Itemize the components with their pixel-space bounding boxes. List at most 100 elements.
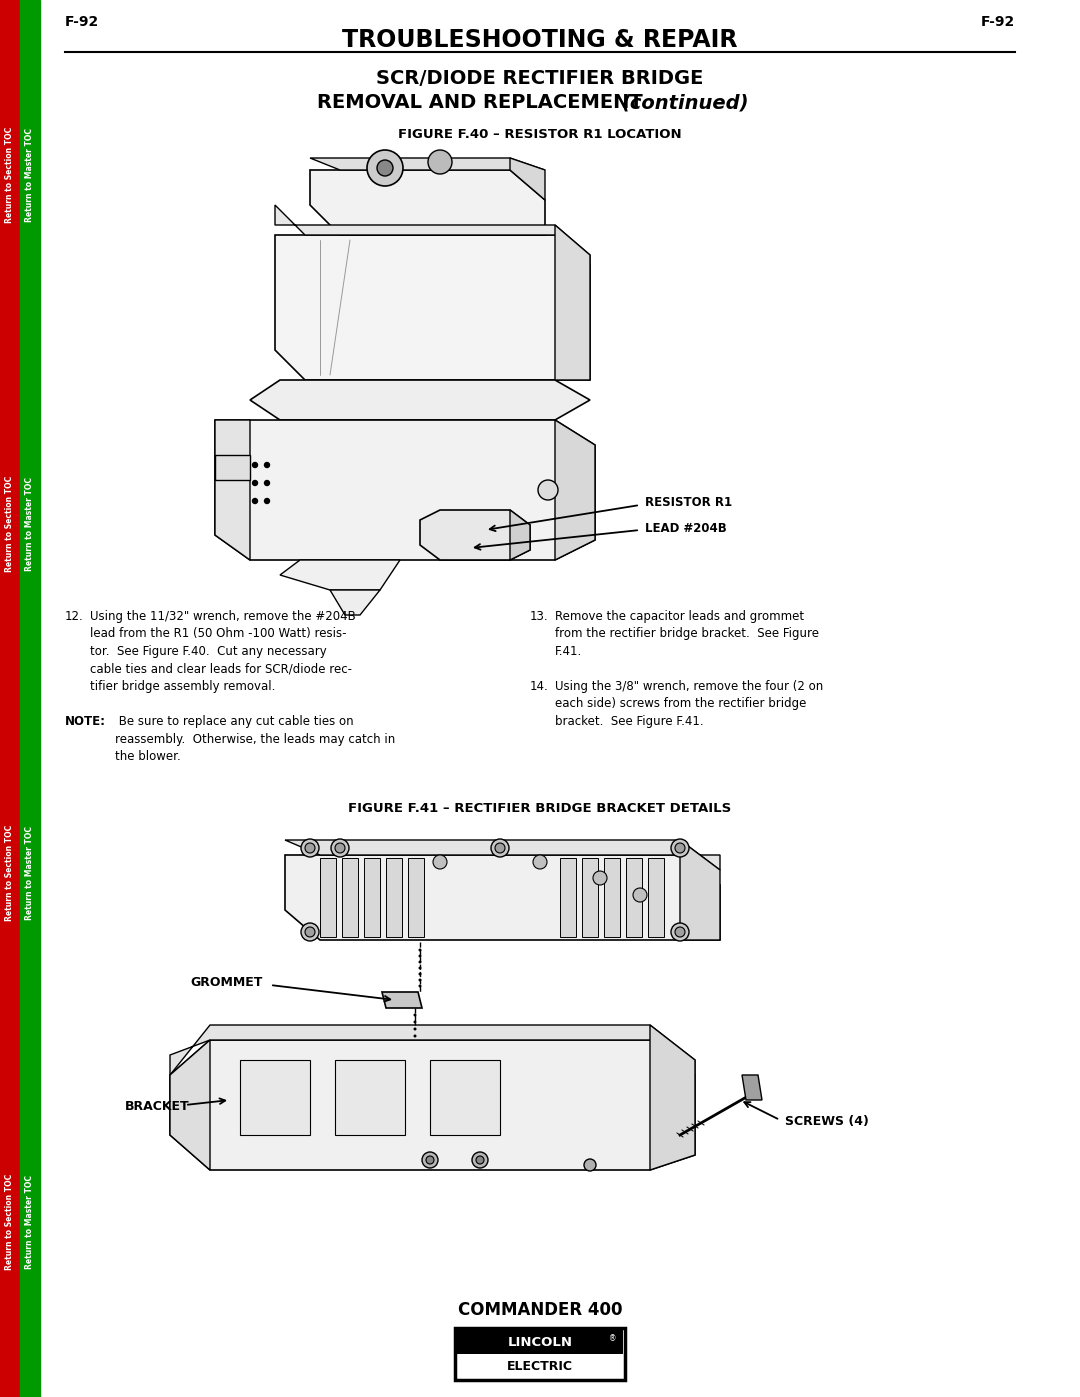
Circle shape [265, 499, 270, 503]
Circle shape [419, 949, 421, 951]
Text: Return to Section TOC: Return to Section TOC [5, 1175, 14, 1270]
Circle shape [253, 499, 257, 503]
Circle shape [472, 1153, 488, 1168]
Circle shape [584, 1160, 596, 1171]
Circle shape [495, 842, 505, 854]
Circle shape [253, 481, 257, 486]
Polygon shape [604, 858, 620, 937]
Text: ®: ® [609, 1334, 617, 1343]
Polygon shape [285, 840, 720, 870]
Circle shape [377, 161, 393, 176]
Circle shape [426, 1155, 434, 1164]
Polygon shape [249, 380, 590, 420]
Circle shape [419, 967, 421, 970]
Text: Return to Master TOC: Return to Master TOC [26, 826, 35, 921]
Polygon shape [215, 420, 595, 560]
Polygon shape [330, 590, 380, 615]
Text: F-92: F-92 [65, 15, 99, 29]
Polygon shape [582, 858, 598, 937]
Polygon shape [555, 420, 595, 560]
Text: SCR/DIODE RECTIFIER BRIDGE: SCR/DIODE RECTIFIER BRIDGE [376, 68, 704, 88]
Circle shape [671, 840, 689, 856]
Text: NOTE:: NOTE: [65, 715, 106, 728]
Text: Return to Section TOC: Return to Section TOC [5, 476, 14, 571]
Polygon shape [510, 158, 545, 200]
Text: F-92: F-92 [981, 15, 1015, 29]
Polygon shape [285, 855, 720, 940]
Polygon shape [510, 510, 530, 560]
Text: 14.: 14. [530, 680, 549, 693]
Circle shape [414, 1013, 417, 1017]
Circle shape [476, 1155, 484, 1164]
Text: TROUBLESHOOTING & REPAIR: TROUBLESHOOTING & REPAIR [342, 28, 738, 52]
Polygon shape [170, 1039, 696, 1171]
Circle shape [419, 972, 421, 975]
Text: Using the 11/32" wrench, remove the #204B
lead from the R1 (50 Ohm -100 Watt) re: Using the 11/32" wrench, remove the #204… [90, 610, 355, 693]
Circle shape [633, 888, 647, 902]
Polygon shape [742, 1076, 762, 1099]
Circle shape [422, 1153, 438, 1168]
Circle shape [419, 954, 421, 957]
Polygon shape [275, 205, 590, 265]
Polygon shape [626, 858, 642, 937]
Polygon shape [215, 455, 249, 481]
Polygon shape [420, 510, 530, 560]
Circle shape [419, 978, 421, 982]
Polygon shape [240, 1060, 310, 1134]
Text: Return to Master TOC: Return to Master TOC [26, 476, 35, 571]
Circle shape [253, 462, 257, 468]
Polygon shape [648, 858, 664, 937]
Text: Return to Master TOC: Return to Master TOC [26, 1175, 35, 1270]
Polygon shape [280, 560, 400, 590]
Circle shape [491, 840, 509, 856]
Bar [457, 1330, 623, 1354]
Text: Using the 3/8" wrench, remove the four (2 on
each side) screws from the rectifie: Using the 3/8" wrench, remove the four (… [555, 680, 823, 728]
Text: Return to Section TOC: Return to Section TOC [5, 127, 14, 222]
Polygon shape [386, 858, 402, 937]
Text: FIGURE F.40 – RESISTOR R1 LOCATION: FIGURE F.40 – RESISTOR R1 LOCATION [399, 129, 681, 141]
Circle shape [534, 855, 546, 869]
Text: FIGURE F.41 – RECTIFIER BRIDGE BRACKET DETAILS: FIGURE F.41 – RECTIFIER BRIDGE BRACKET D… [349, 802, 731, 814]
Circle shape [671, 923, 689, 942]
Bar [0, 0, 21, 1397]
Circle shape [593, 870, 607, 886]
Circle shape [675, 842, 685, 854]
Bar [21, 0, 40, 1397]
Polygon shape [170, 1025, 696, 1076]
Text: COMMANDER 400: COMMANDER 400 [458, 1301, 622, 1319]
Circle shape [265, 481, 270, 486]
Polygon shape [555, 225, 590, 380]
Circle shape [414, 1020, 417, 1024]
Circle shape [419, 961, 421, 964]
Circle shape [428, 149, 453, 175]
Text: Return to Section TOC: Return to Section TOC [5, 826, 14, 921]
Text: Return to Master TOC: Return to Master TOC [26, 127, 35, 222]
Polygon shape [650, 1025, 696, 1171]
Polygon shape [310, 158, 545, 170]
Polygon shape [335, 1060, 405, 1134]
Circle shape [305, 842, 315, 854]
Text: 13.: 13. [530, 610, 549, 623]
Polygon shape [310, 170, 545, 235]
Circle shape [301, 840, 319, 856]
Circle shape [330, 840, 349, 856]
Circle shape [414, 1028, 417, 1031]
Text: LINCOLN: LINCOLN [508, 1336, 572, 1348]
Polygon shape [382, 992, 422, 1009]
Text: Be sure to replace any cut cable ties on
reassembly.  Otherwise, the leads may c: Be sure to replace any cut cable ties on… [114, 715, 395, 763]
Circle shape [433, 855, 447, 869]
Polygon shape [215, 420, 249, 560]
Polygon shape [275, 235, 590, 380]
Circle shape [305, 928, 315, 937]
Polygon shape [342, 858, 357, 937]
Text: GROMMET: GROMMET [190, 975, 262, 989]
Text: (continued): (continued) [621, 94, 748, 113]
Text: RESISTOR R1: RESISTOR R1 [645, 496, 732, 510]
Text: REMOVAL AND REPLACEMENT: REMOVAL AND REPLACEMENT [318, 94, 643, 113]
Polygon shape [408, 858, 424, 937]
Text: BRACKET: BRACKET [125, 1101, 190, 1113]
Circle shape [414, 1035, 417, 1038]
Polygon shape [320, 858, 336, 937]
Text: 12.: 12. [65, 610, 84, 623]
Polygon shape [170, 1039, 210, 1171]
